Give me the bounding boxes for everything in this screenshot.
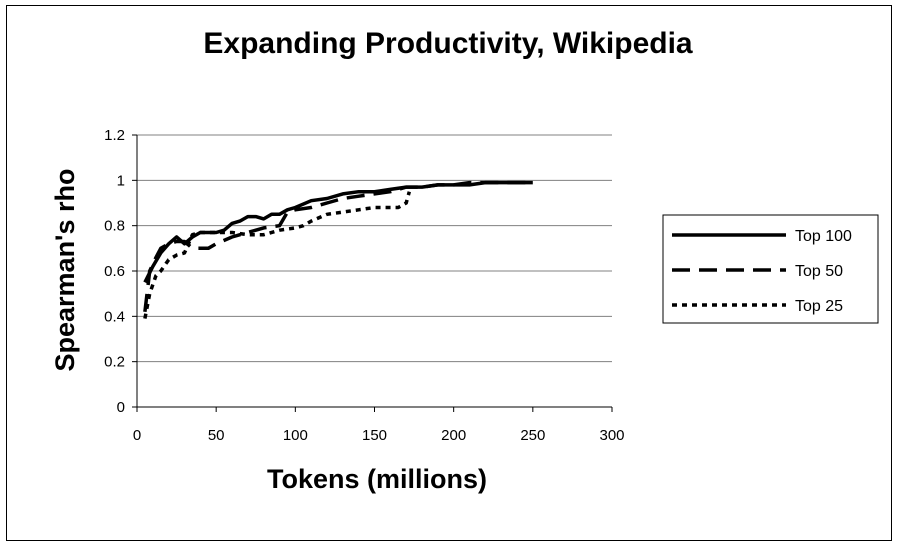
x-tick-label: 100 xyxy=(283,427,308,444)
series-line-2 xyxy=(143,180,533,313)
y-tick-label: 0.8 xyxy=(104,218,125,235)
x-tick-label: 250 xyxy=(520,427,545,444)
x-axis-title: Tokens (millions) xyxy=(267,464,487,494)
series-line-3 xyxy=(143,191,411,319)
legend-label: Top 50 xyxy=(795,263,843,280)
gridlines xyxy=(137,134,612,363)
y-tick-label: 1.2 xyxy=(104,127,125,144)
x-tick-label: 150 xyxy=(362,427,387,444)
series-lines xyxy=(143,180,533,319)
legend-label: Top 100 xyxy=(795,228,852,245)
y-tick-label: 0 xyxy=(117,399,125,416)
legend-label: Top 25 xyxy=(795,298,843,315)
x-tick-label: 0 xyxy=(133,427,141,444)
x-tick-label: 200 xyxy=(441,427,466,444)
x-tick-label: 50 xyxy=(208,427,225,444)
legend: Top 100 Top 50 Top 25 xyxy=(662,214,879,324)
y-tick-label: 0.6 xyxy=(104,263,125,280)
y-axis-title: Spearman's rho xyxy=(50,169,80,372)
y-tick-label: 0.4 xyxy=(104,308,125,325)
axes: 0 0.2 0.4 0.6 0.8 1 1.2 0 50 100 150 200 250 300 xyxy=(104,127,624,444)
y-tick-label: 1 xyxy=(117,172,125,189)
chart-title: Expanding Productivity, Wikipedia xyxy=(203,27,693,60)
x-tick-label: 300 xyxy=(599,427,624,444)
y-tick-label: 0.2 xyxy=(104,354,125,371)
